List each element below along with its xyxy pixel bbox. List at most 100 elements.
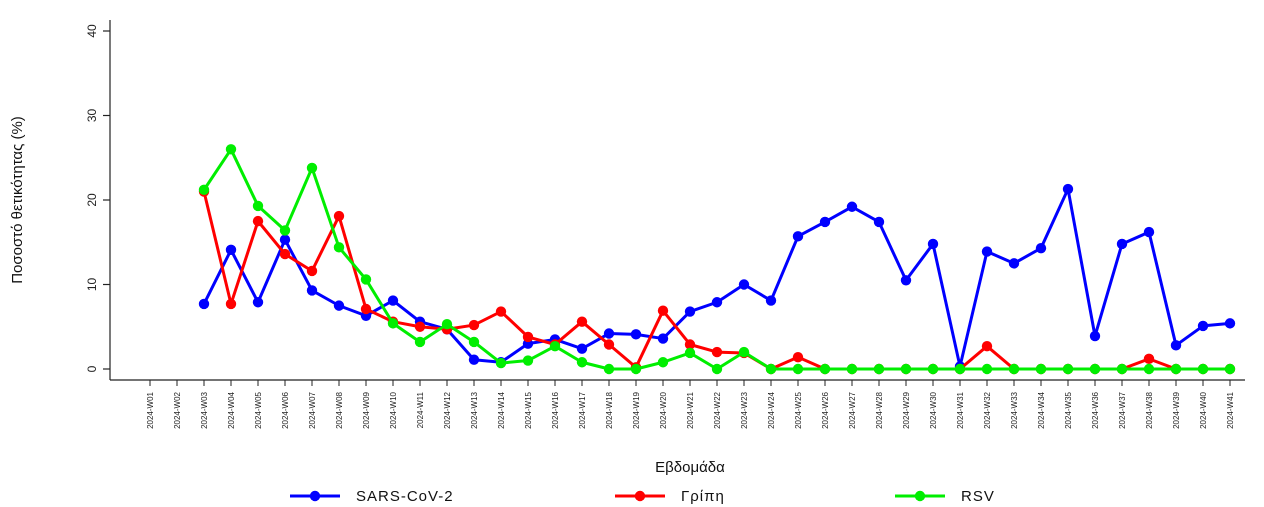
x-tick-label: 2024-W05 xyxy=(254,391,263,428)
data-point xyxy=(306,285,318,296)
data-point xyxy=(603,328,615,339)
x-tick-label: 2024-W28 xyxy=(875,391,884,428)
y-tick-label: 40 xyxy=(85,24,99,38)
legend-swatch-marker xyxy=(914,490,926,502)
data-point xyxy=(1197,320,1209,332)
data-point xyxy=(711,346,723,358)
data-point xyxy=(981,363,993,375)
data-point xyxy=(1062,183,1074,195)
x-tick-label: 2024-W37 xyxy=(1118,391,1127,428)
x-tick-label: 2024-W13 xyxy=(470,391,479,428)
data-point xyxy=(981,246,993,257)
y-tick-label: 10 xyxy=(85,278,99,292)
x-tick-label: 2024-W22 xyxy=(713,391,722,428)
data-point xyxy=(630,363,642,375)
data-point xyxy=(1143,226,1155,238)
data-point xyxy=(657,305,669,316)
data-point xyxy=(1035,242,1047,254)
data-point xyxy=(846,363,858,375)
x-tick-label: 2024-W06 xyxy=(281,391,290,428)
y-tick-label: 20 xyxy=(85,193,99,207)
x-tick-label: 2024-W19 xyxy=(632,391,641,428)
data-point xyxy=(738,279,750,290)
x-tick-label: 2024-W33 xyxy=(1010,391,1019,428)
data-point xyxy=(522,331,534,343)
data-point xyxy=(1116,363,1128,375)
data-point xyxy=(198,298,210,310)
data-point xyxy=(414,336,426,348)
series-γρίπη xyxy=(198,186,1236,375)
x-tick-label: 2024-W04 xyxy=(227,391,236,428)
data-point xyxy=(792,231,804,242)
data-point xyxy=(1143,353,1155,365)
data-point xyxy=(684,339,696,350)
legend-label: SARS-CoV-2 xyxy=(356,488,454,505)
data-point xyxy=(819,216,831,228)
data-point xyxy=(954,363,966,375)
x-tick-label: 2024-W38 xyxy=(1145,391,1154,428)
series-line xyxy=(202,147,1230,371)
x-tick-label: 2024-W26 xyxy=(821,391,830,428)
series-rsv xyxy=(198,144,1236,375)
data-point xyxy=(792,363,804,375)
data-point xyxy=(252,200,264,212)
data-point xyxy=(387,295,399,306)
x-tick-label: 2024-W34 xyxy=(1037,391,1046,428)
legend-item: SARS-CoV-2 xyxy=(290,488,454,505)
data-point xyxy=(225,298,237,310)
y-tick-label: 30 xyxy=(85,109,99,123)
y-axis: 0 10 20 30 40 xyxy=(85,20,111,380)
data-point xyxy=(549,340,561,352)
data-point xyxy=(900,363,912,375)
data-point xyxy=(711,363,723,375)
x-tick-label: 2024-W14 xyxy=(497,391,506,428)
data-point xyxy=(1035,363,1047,375)
x-tick-label: 2024-W17 xyxy=(578,391,587,428)
legend-label: RSV xyxy=(961,488,995,505)
x-tick-label: 2024-W15 xyxy=(524,391,533,428)
data-point xyxy=(792,351,804,363)
x-tick-label: 2024-W23 xyxy=(740,391,749,428)
data-point xyxy=(873,363,885,375)
data-point xyxy=(279,248,291,260)
data-point xyxy=(225,244,237,256)
data-point xyxy=(333,242,345,253)
x-axis-label: Εβδομάδα xyxy=(655,459,725,476)
x-tick-label: 2024-W30 xyxy=(929,391,938,428)
data-point xyxy=(468,354,480,365)
legend-item: RSV xyxy=(895,488,995,505)
data-point xyxy=(333,210,345,222)
x-tick-label: 2024-W08 xyxy=(335,391,344,428)
data-point xyxy=(657,357,669,368)
data-point xyxy=(684,347,696,359)
data-point xyxy=(1224,363,1236,375)
data-point xyxy=(522,355,534,366)
data-point xyxy=(576,316,588,327)
data-point xyxy=(495,357,507,369)
data-point xyxy=(306,265,318,277)
data-point xyxy=(279,225,291,236)
x-tick-label: 2024-W10 xyxy=(389,391,398,428)
x-tick-label: 2024-W35 xyxy=(1064,391,1073,428)
series-line xyxy=(202,191,1230,371)
data-point xyxy=(819,363,831,375)
data-point xyxy=(873,216,885,228)
data-point xyxy=(252,215,264,227)
data-point xyxy=(198,184,210,196)
data-point xyxy=(630,329,642,340)
x-tick-label: 2024-W29 xyxy=(902,391,911,428)
data-point xyxy=(225,144,237,155)
x-tick-label: 2024-W12 xyxy=(443,391,452,428)
x-tick-label: 2024-W31 xyxy=(956,391,965,428)
data-point xyxy=(468,336,480,348)
data-point xyxy=(1224,318,1236,329)
data-point xyxy=(657,333,669,344)
data-point xyxy=(927,238,939,250)
x-tick-label: 2024-W03 xyxy=(200,391,209,428)
legend-swatch-marker xyxy=(634,490,646,502)
data-point xyxy=(1008,363,1020,375)
data-point xyxy=(360,274,372,285)
legend: SARS-CoV-2 Γρίπη RSV xyxy=(290,488,995,505)
data-point xyxy=(279,234,291,245)
x-tick-label: 2024-W32 xyxy=(983,391,992,428)
